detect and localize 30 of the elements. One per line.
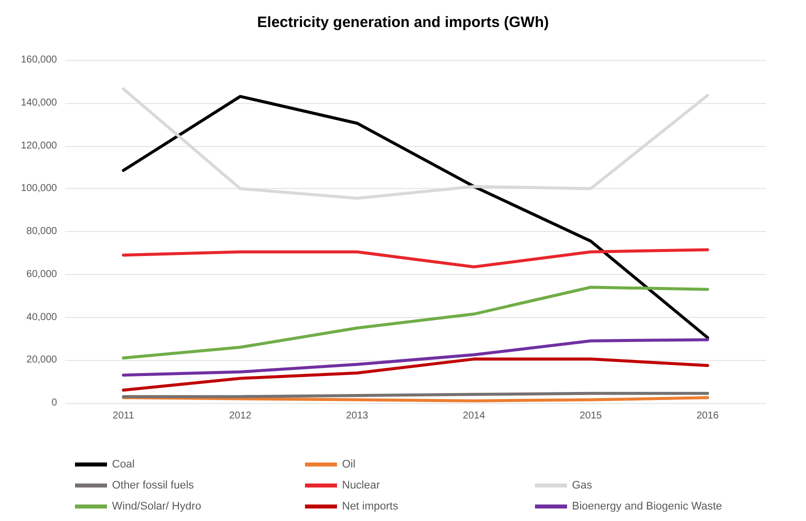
y-tick-label: 100,000 [20,183,58,194]
legend-label: Wind/Solar/ Hydro [112,500,202,512]
legend-label: Bioenergy and Biogenic Waste [572,500,722,512]
legend-label: Nuclear [342,480,380,492]
x-tick-label: 2012 [229,410,252,422]
line-series [122,358,710,392]
line-series [122,87,710,200]
y-tick-label: 0 [51,398,58,408]
chart-title: Electricity generation and imports (GWh) [257,14,549,31]
y-tick-label: 60,000 [26,268,58,280]
legend-label: Other fossil fuels [112,480,194,492]
x-tick-label: 2014 [462,410,486,422]
y-tick-label: 160,000 [20,54,58,66]
y-tick-label: 140,000 [20,97,58,108]
line-series [122,286,710,360]
y-tick-label: 120,000 [20,140,58,152]
x-tick-label: 2011 [112,410,135,422]
y-tick-label: 40,000 [26,312,58,323]
legend-label: Net imports [342,500,399,512]
x-tick-label: 2015 [580,410,602,422]
legend-label: Gas [572,480,593,492]
line-series [122,338,710,377]
x-tick-label: 2013 [346,410,369,422]
x-tick-label: 2016 [696,410,720,422]
line-series [122,94,710,340]
legend-label: Oil [342,458,356,470]
legend-label: Coal [112,458,135,470]
y-tick-label: 20,000 [26,354,58,366]
line-series [122,248,710,268]
y-tick-label: 80,000 [26,226,58,237]
